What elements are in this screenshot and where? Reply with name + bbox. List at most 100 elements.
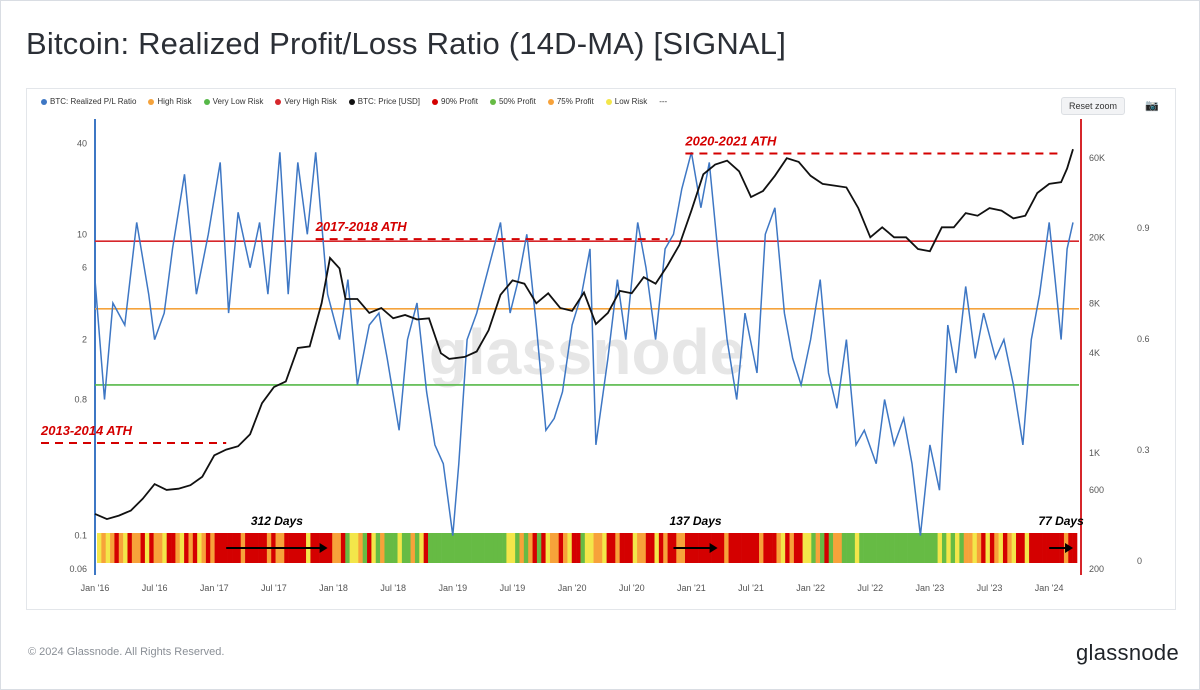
signal-bar-segment	[140, 533, 146, 563]
signal-bar-segment	[214, 533, 220, 563]
signal-bar-segment	[397, 533, 403, 563]
days-label: 312 Days	[251, 514, 303, 528]
signal-bar-segment	[462, 533, 468, 563]
signal-bar-segment	[602, 533, 607, 563]
signal-bar-segment	[1072, 533, 1078, 563]
signal-bar-segment	[628, 533, 634, 563]
signal-bar-segment	[506, 533, 512, 563]
footer-logo[interactable]: glassnode	[1076, 640, 1179, 665]
footer-copyright: © 2024 Glassnode. All Rights Reserved.	[28, 646, 225, 658]
signal-bar-segment	[776, 533, 782, 563]
signal-bar-segment	[968, 533, 973, 563]
signal-bar-segment	[610, 533, 616, 563]
x-axis-tick: Jul '23	[977, 583, 1003, 593]
signal-bar-segment	[937, 533, 943, 563]
legend-item[interactable]: BTC: Price [USD]	[348, 97, 420, 106]
signal-bar-segment	[358, 533, 363, 563]
legend-item[interactable]: Very High Risk	[275, 97, 337, 106]
signal-bar-segment	[637, 533, 642, 563]
pl-ratio-line	[94, 152, 1074, 536]
signal-bar-segment	[336, 533, 342, 563]
chart-svg[interactable]: 40 10 6 2 0.8 0.1 0.06 60K 20K 8K 4K 1K 600 200 0.9 0.6…	[27, 89, 1175, 609]
signal-bar-segment	[737, 533, 742, 563]
signal-bar-segment	[815, 533, 821, 563]
legend-item[interactable]: Low Risk	[605, 97, 647, 106]
days-label: 77 Days	[1038, 514, 1084, 528]
legend-item[interactable]: 75% Profit	[547, 97, 594, 106]
signal-bar-segment	[898, 533, 904, 563]
signal-bar-segment	[885, 533, 891, 563]
signal-bar-segment	[558, 533, 564, 563]
signal-bar-segment	[184, 533, 189, 563]
x-axis-tick: Jan '22	[796, 583, 825, 593]
legend-label: High Risk	[157, 97, 192, 106]
signal-bar-segment	[157, 533, 163, 563]
signal-bar-segment	[171, 533, 176, 563]
price-axis-tick: 60K	[1089, 153, 1105, 163]
signal-bar-segment	[650, 533, 655, 563]
signal-bar-segment	[907, 533, 912, 563]
legend-swatch	[41, 98, 47, 105]
signal-bar-segment	[153, 533, 159, 563]
signal-bar-segment	[110, 533, 115, 563]
signal-bar-segment	[345, 533, 350, 563]
legend-item[interactable]: BTC: Realized P/L Ratio	[41, 97, 136, 106]
legend-item[interactable]: Very Low Risk	[203, 97, 263, 106]
legend-label: ---	[659, 97, 668, 106]
signal-bar-segment	[423, 533, 429, 563]
signal-bar-segment	[571, 533, 577, 563]
signal-bar-segment	[902, 533, 908, 563]
legend-swatch	[489, 98, 496, 105]
signal-bar-segment	[715, 533, 721, 563]
signal-bar-segment	[789, 533, 795, 563]
signal-bar-segment	[475, 533, 481, 563]
signal-bar-segment	[144, 533, 150, 563]
signal-bar-segment	[732, 533, 738, 563]
legend-label: 75% Profit	[556, 97, 594, 106]
signal-bar-segment	[101, 533, 107, 563]
signal-bar-segment	[976, 533, 982, 563]
signal-bar-segment	[1002, 533, 1008, 563]
signal-bar-segment	[663, 533, 668, 563]
signal-bar-segment	[554, 533, 559, 563]
legend-item[interactable]: ---	[659, 97, 667, 106]
signal-bar-segment	[802, 533, 808, 563]
signal-bar-segment	[201, 533, 207, 563]
signal-bar-segment	[1016, 533, 1021, 563]
legend-item[interactable]: 50% Profit	[489, 97, 536, 106]
left-axis-tick: 2	[82, 335, 87, 345]
signal-axis-tick: 0	[1137, 556, 1142, 566]
x-axis-tick: Jul '21	[738, 583, 764, 593]
signal-bar-segment	[580, 533, 586, 563]
price-axis-tick: 8K	[1089, 298, 1100, 308]
signal-bar-segment	[432, 533, 438, 563]
page-title: Bitcoin: Realized Profit/Loss Ratio (14D…	[26, 26, 787, 61]
x-axis-tick: Jan '24	[1035, 583, 1064, 593]
legend-swatch	[148, 98, 155, 105]
signal-bar-segment	[589, 533, 594, 563]
signal-bar-segment	[619, 533, 625, 563]
legend-item[interactable]: High Risk	[148, 97, 192, 106]
signal-bar-segment	[593, 533, 599, 563]
signal-bar-segment	[541, 533, 546, 563]
legend-swatch	[275, 98, 282, 105]
signal-bar-segment	[972, 533, 978, 563]
signal-bar-segment	[118, 533, 124, 563]
days-arrow-head	[709, 543, 718, 553]
signal-bar-segment	[340, 533, 346, 563]
legend: BTC: Realized P/L Ratio High Risk Very Low…	[41, 97, 667, 106]
signal-bar-segment	[454, 533, 459, 563]
signal-bar-segment	[863, 533, 869, 563]
x-axis-tick: Jan '20	[558, 583, 587, 593]
signal-bar-segment	[859, 533, 864, 563]
legend-item[interactable]: 90% Profit	[432, 97, 478, 106]
signal-bar-segment	[515, 533, 520, 563]
camera-icon[interactable]: 📷	[1145, 100, 1159, 112]
signal-bar-segment	[576, 533, 581, 563]
x-axis-tick: Jul '19	[500, 583, 526, 593]
signal-bar-segment	[989, 533, 995, 563]
signal-bar-segment	[998, 533, 1004, 563]
reset-zoom-button[interactable]: Reset zoom	[1061, 97, 1126, 115]
legend-swatch	[605, 98, 612, 105]
signal-bar-segment	[833, 533, 838, 563]
